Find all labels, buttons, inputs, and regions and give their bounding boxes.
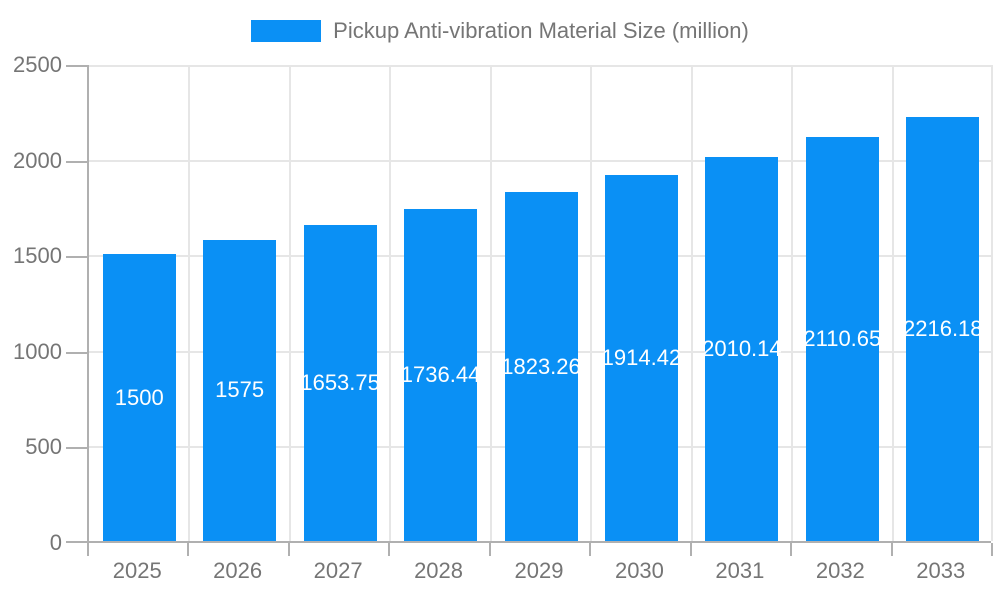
y-tick — [66, 447, 87, 450]
bar-value-label: 1823.26 — [501, 353, 581, 379]
y-tick — [66, 160, 87, 163]
y-axis-label: 1000 — [13, 338, 62, 364]
bar-value-label: 2216.18 — [903, 316, 983, 342]
x-tick — [890, 543, 893, 556]
gridline-x — [489, 65, 492, 541]
gridline-x — [389, 65, 392, 541]
bar-value-label: 1500 — [114, 384, 164, 410]
x-axis-label: 2029 — [514, 558, 564, 583]
legend-swatch-icon — [251, 20, 322, 42]
y-tick — [66, 256, 87, 259]
bar — [805, 137, 879, 541]
x-tick — [689, 543, 692, 556]
bar-value-label: 1653.75 — [300, 369, 380, 395]
y-axis-label: 1500 — [13, 243, 62, 269]
y-tick — [66, 351, 87, 354]
gridline-x — [791, 65, 794, 541]
legend-label: Pickup Anti-vibration Material Size (mil… — [333, 18, 749, 43]
x-tick — [388, 543, 391, 556]
gridline-x — [991, 65, 993, 541]
x-tick — [790, 543, 793, 556]
y-axis-label: 500 — [25, 434, 62, 460]
x-axis-label: 2033 — [916, 558, 966, 583]
bar-value-label: 2010.14 — [702, 335, 782, 361]
gridline-x — [690, 65, 693, 541]
x-tick — [991, 543, 993, 556]
gridline-x — [891, 65, 894, 541]
gridline-x — [288, 65, 291, 541]
gridline-y — [89, 65, 991, 67]
x-axis-label: 2028 — [414, 558, 464, 583]
bar-value-label: 1575 — [215, 377, 265, 403]
x-tick — [187, 543, 190, 556]
x-axis-label: 2031 — [715, 558, 765, 583]
y-axis-label: 2500 — [13, 52, 62, 77]
bar — [102, 254, 176, 541]
bar — [303, 224, 377, 541]
y-axis-label: 0 — [49, 530, 62, 555]
x-axis-label: 2030 — [614, 558, 664, 583]
x-tick — [87, 543, 89, 556]
y-tick — [66, 541, 87, 543]
bar-value-label: 2110.65 — [803, 326, 882, 352]
chart-legend[interactable]: Pickup Anti-vibration Material Size (mil… — [0, 18, 1000, 44]
bar-value-label: 1914.42 — [601, 344, 682, 370]
bar — [705, 156, 779, 541]
bar — [404, 209, 478, 541]
x-tick — [287, 543, 290, 556]
gridline-x — [188, 65, 191, 541]
bar — [504, 192, 578, 541]
bar — [203, 239, 277, 541]
bar — [604, 174, 678, 541]
gridline-x — [590, 65, 593, 541]
gridline-y — [89, 159, 991, 162]
x-tick — [589, 543, 592, 556]
x-axis-label: 2027 — [313, 558, 363, 583]
x-axis-label: 2026 — [213, 558, 263, 583]
x-axis-label: 2032 — [815, 558, 865, 583]
x-axis-label: 2025 — [112, 558, 162, 583]
bar-value-label: 1736.44 — [400, 362, 481, 387]
y-axis-label: 2000 — [13, 147, 62, 173]
bar — [906, 117, 980, 541]
y-tick — [66, 65, 87, 67]
x-tick — [488, 543, 491, 556]
plot-area: 1500 1575 1653.75 1736.44 1823.26 1914.42 2010… — [66, 65, 993, 556]
